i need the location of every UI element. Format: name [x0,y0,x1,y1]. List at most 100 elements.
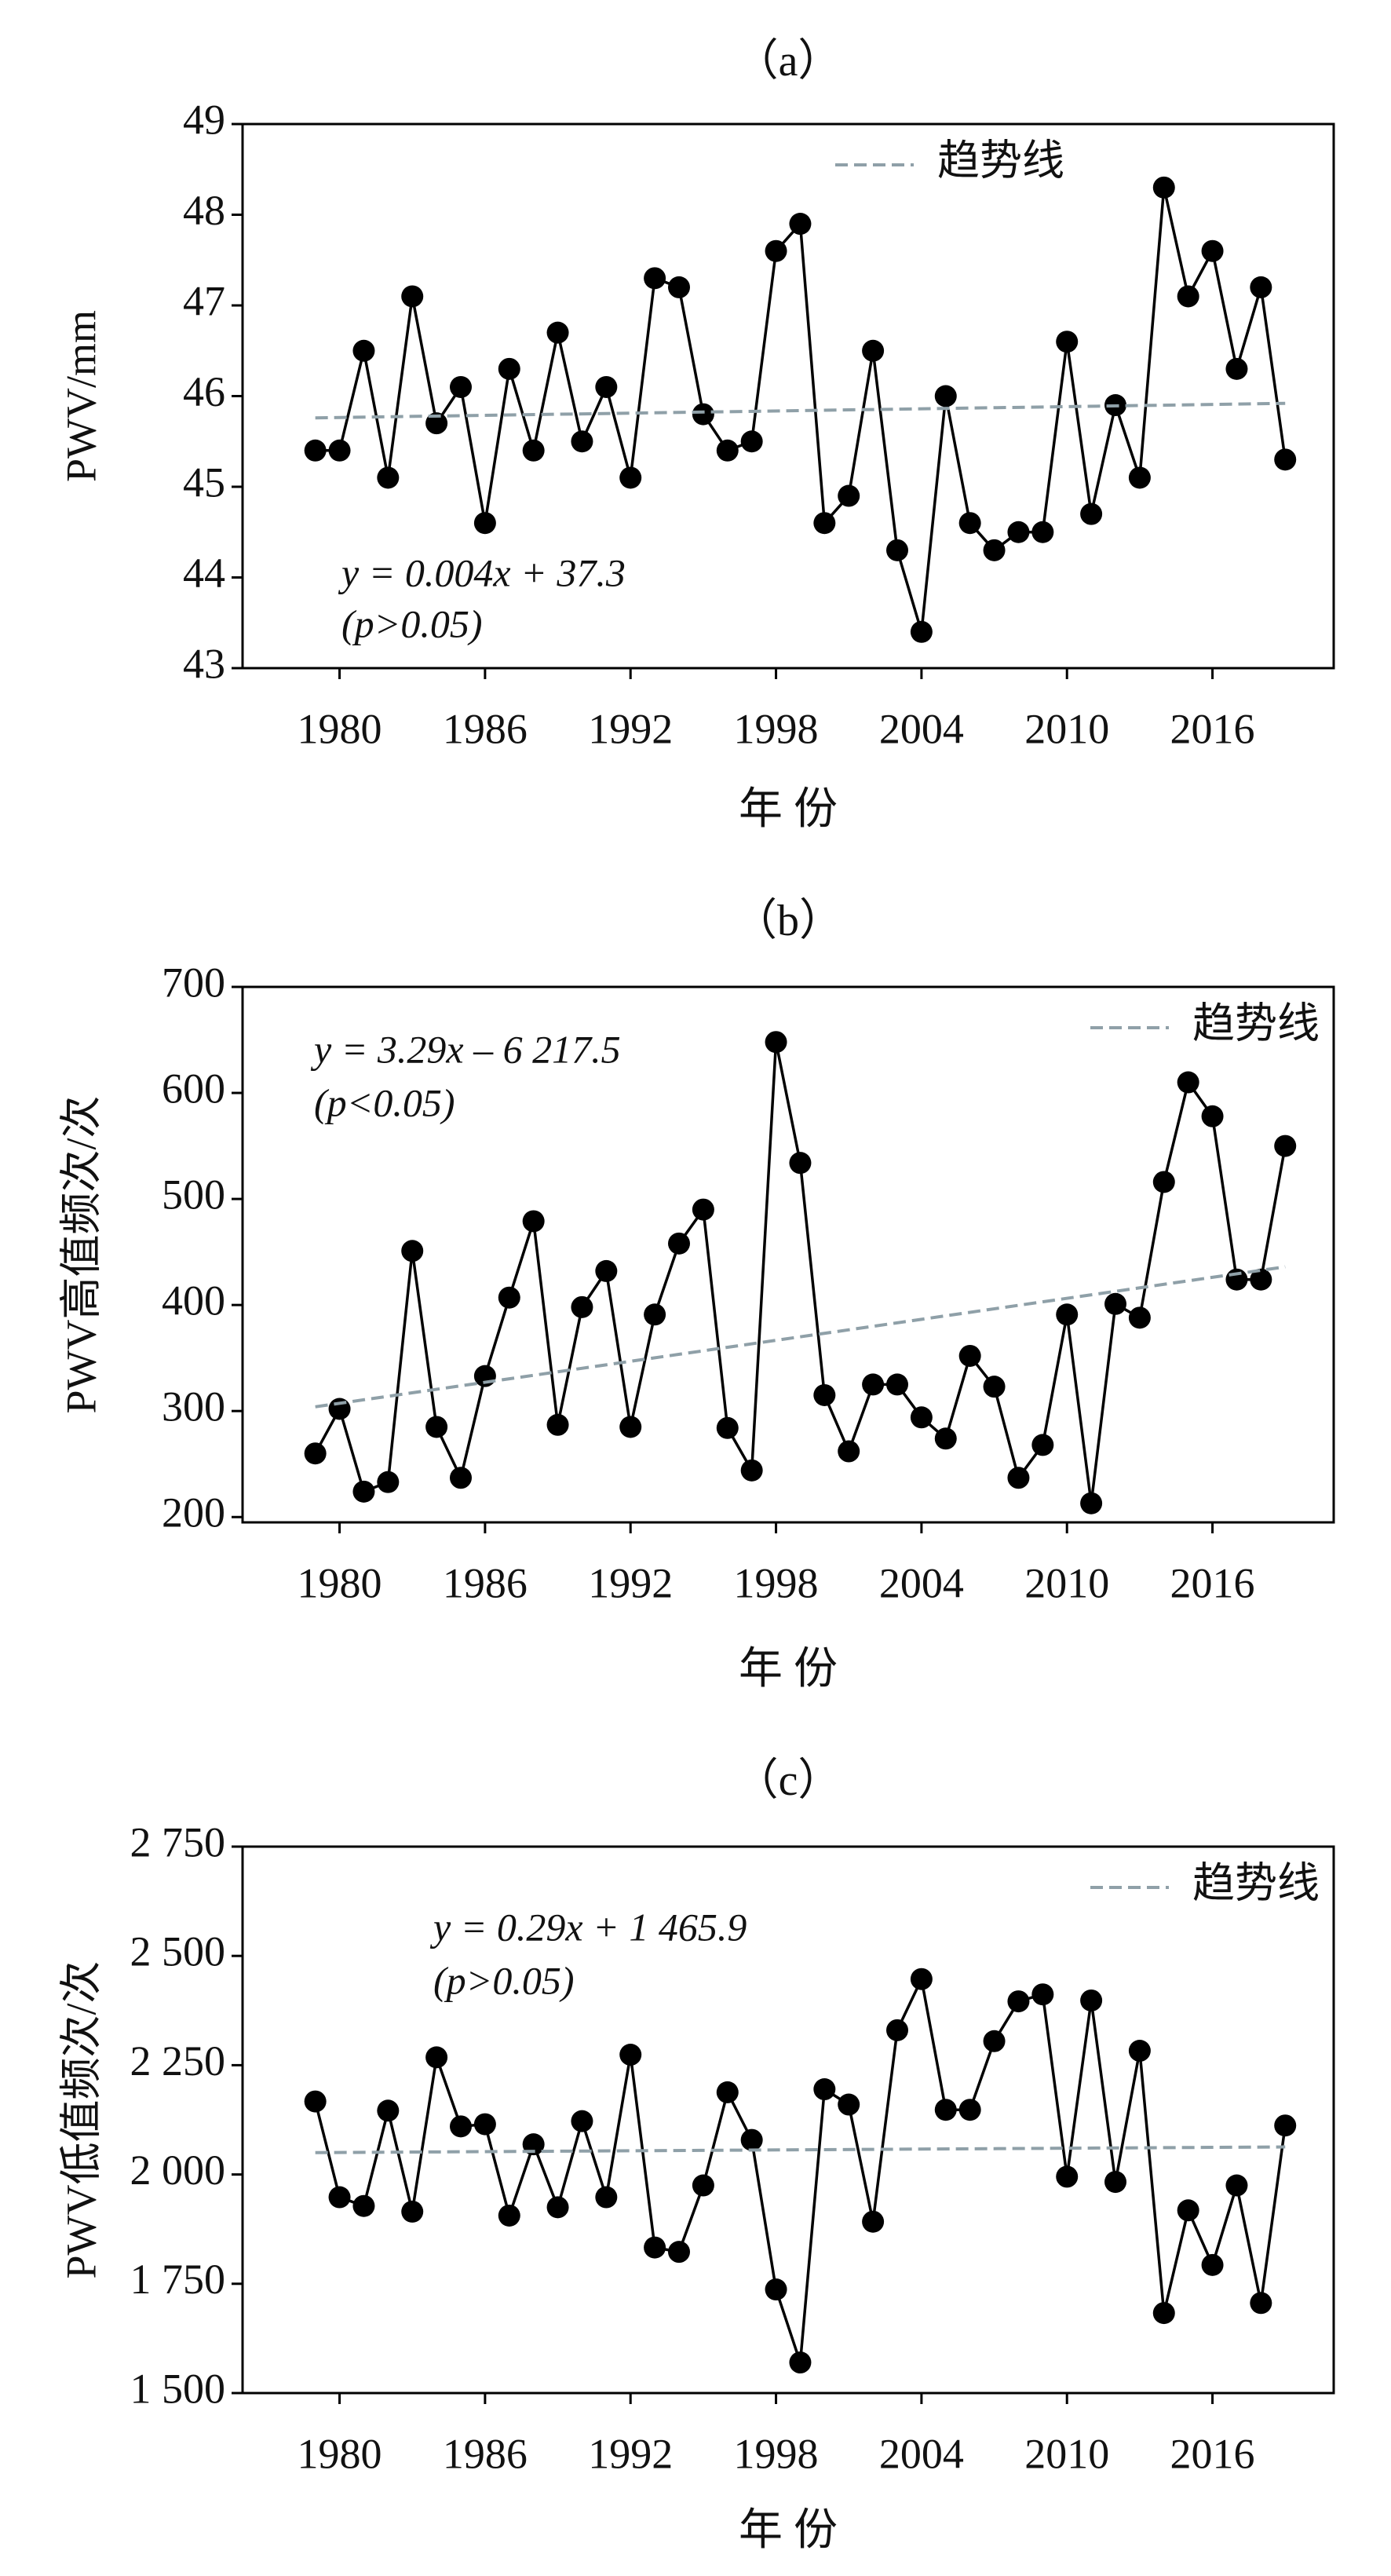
data-point [644,267,666,290]
data-point [668,2241,690,2264]
data-point [1177,1071,1199,1094]
x-tick-label: 2010 [1024,1559,1109,1606]
legend-label: 趋势线 [1192,1859,1320,1906]
x-tick-label: 1998 [734,2430,819,2477]
data-point [1152,2302,1175,2325]
data-point [934,1427,957,1450]
data-point [1201,239,1224,262]
data-point [716,1416,739,1439]
data-point [668,1232,690,1255]
data-point [789,213,812,236]
data-point [498,1286,520,1309]
x-tick-label: 2010 [1024,2430,1109,2477]
y-tick-label: 49 [183,96,225,143]
data-line [314,1041,1287,1504]
data-point [1128,466,1151,489]
data-point [401,1240,424,1262]
data-point [571,1295,593,1318]
x-tick-label: 2004 [879,1559,964,1606]
x-tick-label: 1980 [298,705,382,752]
data-point [595,2186,618,2209]
data-point [450,1467,472,1489]
data-point [813,512,836,535]
data-point [644,1303,666,1326]
data-point [1250,276,1272,298]
data-point [377,466,400,489]
y-tick-label: 44 [183,550,225,597]
data-point [862,1373,885,1396]
chart-title: （c） [735,1756,842,1805]
x-tick-label: 1986 [443,2430,528,2477]
data-point [886,539,908,561]
data-point [1056,331,1079,353]
data-point [1080,502,1103,525]
data-point [1274,1135,1297,1157]
data-point [328,439,351,462]
x-tick-label: 2016 [1170,2430,1255,2477]
data-point [546,321,569,344]
data-point [958,512,981,535]
y-tick-label: 48 [183,187,225,234]
x-axis-label: 年 份 [739,2506,838,2555]
data-point [1080,1989,1103,2011]
legend-label: 趋势线 [937,137,1064,184]
data-point [425,412,448,435]
data-point [1177,285,1199,308]
data-point [1152,1171,1175,1193]
y-tick-label: 43 [183,640,225,687]
data-point [522,1210,545,1233]
data-point [304,439,327,462]
y-tick-label: 2 500 [130,1928,226,1975]
data-point [1250,2292,1272,2315]
trend-line [315,401,1286,420]
y-tick-label: 2 750 [130,1818,226,1865]
y-tick-label: 47 [183,277,225,324]
data-point [1201,2253,1224,2276]
data-point [934,2099,957,2121]
x-tick-label: 2010 [1024,705,1109,752]
legend-label: 趋势线 [1192,999,1320,1047]
data-point [1225,1268,1248,1291]
data-point [328,2186,351,2209]
trend-line [315,1265,1286,1409]
data-point [352,2194,375,2217]
y-tick-label: 46 [183,368,225,415]
x-tick-label: 2016 [1170,705,1255,752]
x-tick-label: 1992 [588,2430,673,2477]
data-point [425,2046,448,2069]
data-point [1031,1983,1054,2006]
annotation: y = 0.004x + 37.3 [338,550,626,594]
x-tick-label: 1992 [588,705,673,752]
data-point [910,620,933,643]
data-point [1056,2165,1079,2188]
chart-title: （a） [735,37,842,86]
data-point [328,1398,351,1420]
data-point [692,403,714,426]
y-axis-label: PWV高值频次/次 [57,1096,104,1414]
data-point [571,2110,593,2132]
annotation: (p<0.05) [314,1080,455,1124]
y-axis-label: PWV低值频次/次 [57,1961,104,2279]
data-point [1177,2199,1199,2222]
annotation: (p>0.05) [341,601,483,645]
data-point [450,2115,472,2138]
plot-frame [241,1845,1335,2395]
chart-title: （b） [733,897,843,945]
annotation: y = 3.29x – 6 217.5 [310,1027,621,1071]
data-point [425,1416,448,1438]
data-point [1007,521,1030,543]
data-point [450,375,472,398]
data-point [1128,1306,1151,1329]
data-point [789,2351,812,2374]
y-tick-label: 1 750 [130,2256,226,2303]
data-point [401,285,424,308]
y-tick-label: 200 [162,1489,225,1536]
data-point [377,2099,400,2122]
data-point [498,2204,520,2227]
data-point [595,375,618,398]
data-point [983,539,1006,561]
data-line [313,1975,1287,2363]
data-point [886,2019,908,2041]
data-point [886,1373,908,1396]
